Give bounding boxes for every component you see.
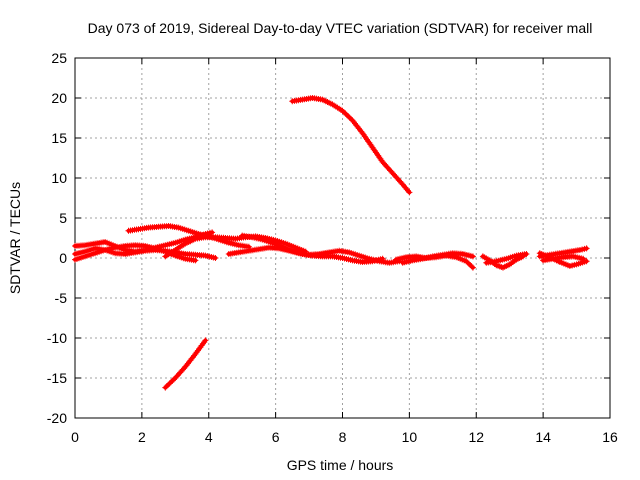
x-tick-label: 16	[602, 429, 618, 445]
series-arc-evening-2	[536, 245, 590, 260]
data-point	[202, 337, 209, 344]
x-axis-label: GPS time / hours	[287, 457, 394, 473]
y-axis-label: SDTVAR / TECUs	[7, 182, 23, 294]
data-point	[398, 180, 405, 186]
y-tick-label: 20	[51, 90, 67, 106]
data-point	[467, 262, 474, 268]
data-point	[463, 258, 470, 265]
data-point	[348, 116, 355, 122]
data-series	[72, 95, 590, 391]
data-point	[170, 376, 177, 383]
grid-lines	[75, 58, 610, 418]
data-point	[469, 264, 476, 271]
y-tick-label: 10	[51, 170, 67, 186]
data-point	[192, 257, 199, 264]
data-point	[580, 255, 587, 262]
y-tick-label: -15	[47, 370, 67, 386]
data-point	[346, 114, 353, 121]
data-point	[163, 383, 170, 390]
data-point	[212, 255, 219, 261]
data-point	[342, 110, 349, 117]
data-point	[523, 251, 530, 257]
series-arc-evening-3	[540, 253, 587, 264]
y-tick-labels: -20 -15 -10 -5 0 5 10 15 20 25	[47, 50, 67, 426]
series-arc-hump-1	[125, 223, 252, 250]
data-point	[166, 380, 173, 387]
data-point	[583, 258, 590, 265]
y-tick-label: -10	[47, 330, 67, 346]
data-point	[209, 229, 216, 236]
y-tick-label: 15	[51, 130, 67, 146]
x-tick-label: 12	[468, 429, 484, 445]
data-point	[406, 189, 413, 196]
series-arc-mid-2	[239, 232, 386, 265]
x-tick-label: 2	[138, 429, 146, 445]
y-tick-label: 0	[59, 250, 67, 266]
x-tick-label: 0	[71, 429, 79, 445]
series-arc-high-afternoon	[289, 95, 413, 196]
series-arc-late-4	[483, 251, 530, 266]
data-point	[468, 263, 475, 270]
y-tick-label: 5	[59, 210, 67, 226]
y-tick-label: -20	[47, 410, 67, 426]
y-tick-label: 25	[51, 50, 67, 66]
x-tick-label: 10	[402, 429, 418, 445]
data-point	[168, 379, 174, 386]
data-point	[469, 253, 476, 260]
x-tick-label: 4	[205, 429, 213, 445]
x-tick-label: 8	[339, 429, 347, 445]
chart-title: Day 073 of 2019, Sidereal Day-to-day VTE…	[88, 20, 593, 36]
y-tick-label: -5	[55, 290, 68, 306]
data-point	[343, 111, 350, 118]
series-arc-band-3	[72, 242, 199, 264]
series-arc-late-2	[399, 250, 476, 266]
x-tick-label: 14	[535, 429, 551, 445]
data-point	[583, 245, 590, 252]
series-arc-negative-early	[162, 337, 209, 391]
data-point	[379, 255, 386, 262]
data-point	[162, 384, 169, 391]
x-tick-label: 6	[272, 429, 280, 445]
data-point	[387, 167, 394, 174]
data-point	[339, 107, 346, 114]
x-tick-labels: 0 2 4 6 8 10 12 14 16	[71, 429, 618, 445]
